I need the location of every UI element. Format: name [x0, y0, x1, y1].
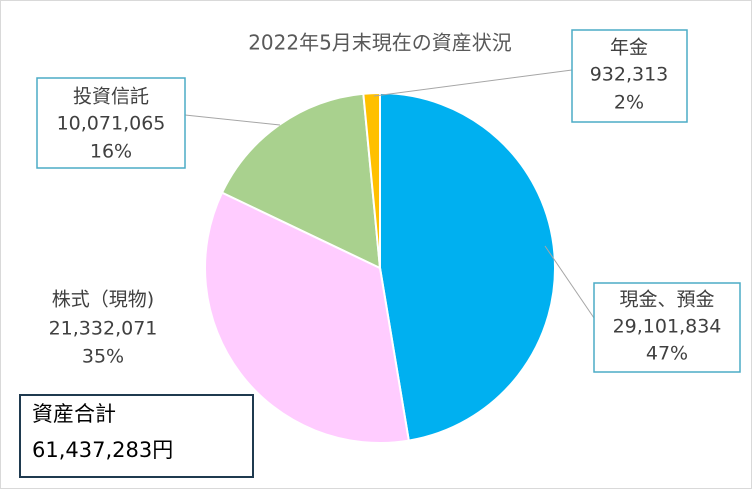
total-box [19, 394, 254, 478]
slice-category: 年金 [610, 37, 648, 59]
pie-slice [204, 191, 410, 444]
slice-percent: 35% [82, 346, 124, 368]
slice-category: 株式（現物) [52, 289, 154, 311]
leader-line [373, 69, 573, 97]
slice-value: 932,313 [590, 64, 669, 86]
chart-title: 2022年5月末現在の資産状況 [248, 31, 512, 55]
label-box [593, 282, 741, 373]
leader-line [184, 114, 281, 126]
label-box [36, 77, 186, 169]
pie-slice [379, 91, 556, 442]
total-value: 61,437,283円 [32, 438, 173, 462]
slice-category: 投資信託 [73, 86, 149, 108]
slice-value: 10,071,065 [57, 113, 166, 135]
pie-slice [362, 91, 381, 269]
slice-percent: 47% [646, 343, 688, 365]
leader-line [544, 245, 595, 319]
total-label: 資産合計 [32, 402, 116, 426]
slice-percent: 16% [90, 141, 132, 163]
label-box [571, 29, 688, 123]
slice-category: 現金、預金 [619, 289, 714, 311]
slice-percent: 2% [614, 92, 644, 114]
slice-value: 29,101,834 [613, 316, 722, 338]
slice-value: 21,332,071 [49, 318, 158, 340]
